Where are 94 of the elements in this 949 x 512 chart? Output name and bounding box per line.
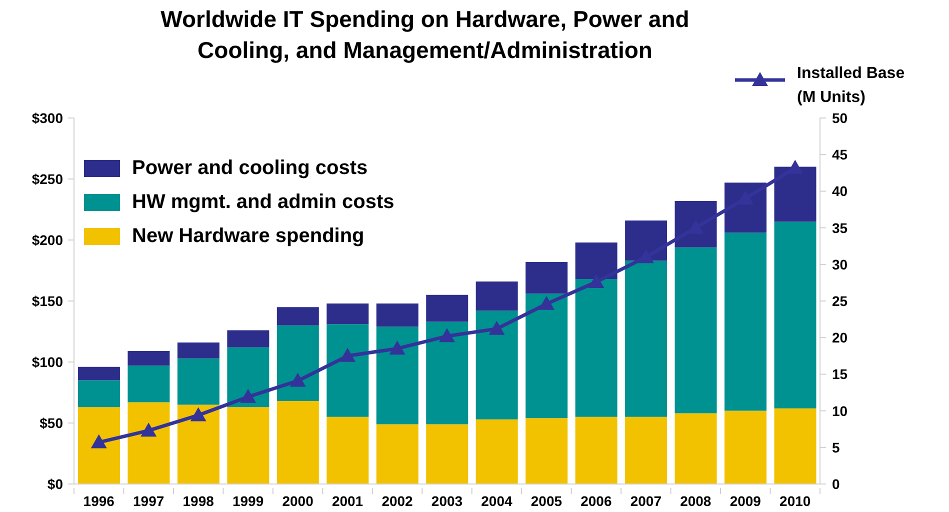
y2-tick-label: 50	[832, 110, 848, 126]
x-tick-label: 2009	[730, 493, 762, 509]
y2-tick-label: 0	[832, 476, 840, 492]
y2-tick-label: 45	[832, 146, 848, 163]
y2-tick-label: 40	[832, 183, 848, 200]
y-tick-label: $0	[47, 476, 64, 492]
bar	[128, 366, 170, 402]
bar	[476, 419, 518, 484]
bar	[326, 416, 369, 484]
bar	[426, 322, 468, 424]
x-tick-label: 1997	[133, 493, 164, 509]
x-tick-label: 2000	[282, 493, 314, 509]
bar	[625, 416, 668, 484]
bar	[575, 416, 618, 484]
bar	[78, 380, 120, 408]
point	[389, 340, 406, 355]
point	[190, 407, 206, 422]
x-tick-label: 2003	[431, 493, 463, 509]
x-tick-label: 2004	[481, 493, 513, 509]
bar	[526, 418, 568, 484]
bar	[575, 242, 618, 280]
x-tick-label: 2006	[580, 493, 612, 509]
bar	[526, 294, 568, 418]
bar	[625, 220, 668, 261]
y2-tick-label: 5	[832, 439, 840, 456]
x-tick-label: 1998	[182, 493, 214, 509]
y2-tick-label: 35	[832, 220, 848, 236]
y2-tick-label: 25	[832, 292, 848, 309]
bar	[376, 303, 418, 327]
bar	[526, 262, 568, 294]
point	[340, 348, 356, 362]
y2-tick-label: 15	[832, 366, 848, 382]
y-tick-label: $200	[32, 232, 64, 248]
bar	[276, 401, 319, 484]
bar	[426, 424, 468, 484]
point	[240, 388, 256, 403]
point	[439, 328, 455, 342]
x-tick-label: 2005	[530, 493, 562, 509]
point	[290, 372, 306, 387]
chart-title: Worldwide IT Spending on Hardware, Power and Cooling, and Management/Administration	[160, 5, 690, 65]
bar	[575, 279, 618, 417]
bar	[78, 407, 120, 484]
bar	[774, 166, 816, 222]
bar	[177, 358, 220, 405]
legend-label: Installed Base (M Units)	[797, 64, 906, 108]
y-tick-label: $50	[40, 414, 64, 431]
bar	[476, 310, 518, 420]
bar	[177, 342, 220, 358]
bar	[625, 260, 668, 417]
y2-tick-label: 10	[832, 402, 848, 419]
bar	[326, 324, 369, 417]
bar	[177, 404, 220, 484]
y-tick-label: $150	[32, 292, 64, 309]
y-tick-label: $250	[32, 170, 64, 187]
x-tick-label: 2010	[780, 493, 811, 509]
y2-tick-label: 30	[832, 256, 848, 272]
bar	[376, 326, 418, 424]
x-tick-label: 1999	[232, 493, 264, 509]
y2-tick-label: 20	[832, 330, 848, 346]
bar	[227, 330, 270, 348]
bar	[774, 408, 816, 484]
bar	[426, 294, 468, 322]
bar	[78, 366, 120, 380]
bar	[227, 347, 270, 408]
bar	[674, 247, 717, 414]
legend-label: New Hardware spending	[132, 224, 364, 248]
bar	[276, 325, 319, 402]
point	[787, 160, 804, 174]
bar	[326, 303, 369, 324]
y-tick-label: $300	[32, 110, 64, 126]
y-tick-label: $100	[32, 354, 64, 370]
bar	[227, 407, 270, 484]
point	[588, 274, 604, 288]
bar	[128, 402, 170, 484]
point	[140, 422, 157, 437]
x-tick-label: 1996	[83, 493, 115, 509]
x-tick-label: 2007	[630, 493, 662, 509]
bar	[476, 281, 518, 311]
bar	[276, 307, 319, 326]
x-tick-label: 2001	[332, 493, 364, 509]
bar	[774, 222, 816, 408]
x-tick-label: 2002	[382, 493, 414, 509]
point	[488, 320, 505, 335]
bar	[724, 232, 767, 411]
point	[638, 249, 654, 264]
point	[90, 434, 107, 448]
legend-label: Power and cooling costs	[132, 156, 368, 180]
bar	[376, 424, 418, 484]
x-tick-label: 2008	[680, 493, 712, 509]
point	[538, 296, 554, 310]
bar	[724, 410, 767, 484]
legend-label: HW mgmt. and admin costs	[132, 190, 394, 214]
bar	[674, 413, 717, 484]
bar	[128, 351, 170, 366]
